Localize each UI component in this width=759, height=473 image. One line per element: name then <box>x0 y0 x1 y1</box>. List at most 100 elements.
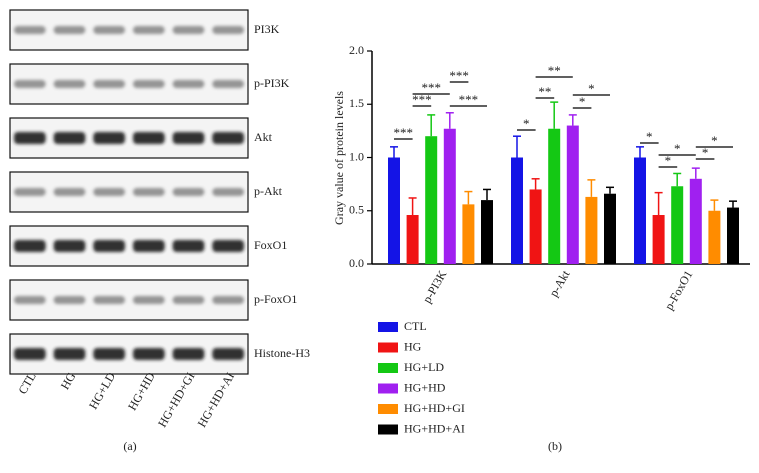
bar <box>566 125 579 264</box>
band <box>93 26 125 34</box>
protein-label: FoxO1 <box>254 238 287 252</box>
band <box>93 296 125 304</box>
significance-label: *** <box>449 68 469 83</box>
blot-box <box>9 63 249 105</box>
x-tick-label: p-Akt <box>546 267 572 299</box>
band <box>14 132 46 144</box>
significance-label: * <box>674 141 681 156</box>
band <box>93 132 125 144</box>
bar <box>652 215 665 264</box>
legend-swatch <box>378 383 398 394</box>
band <box>93 240 125 252</box>
band <box>212 348 244 360</box>
blot-box <box>9 225 249 267</box>
y-tick-label: 0.5 <box>349 203 364 217</box>
band <box>133 80 165 88</box>
band <box>172 80 205 88</box>
band <box>53 132 86 144</box>
significance-label: * <box>665 153 672 168</box>
band <box>172 296 205 304</box>
y-tick-label: 0.0 <box>349 256 364 270</box>
significance-label: * <box>702 145 709 160</box>
significance-label: *** <box>421 80 441 95</box>
significance-label: ** <box>548 63 561 78</box>
legend-swatch <box>378 424 398 435</box>
legend-swatch <box>378 404 398 414</box>
bar <box>604 193 616 264</box>
caption: (a) <box>123 439 136 453</box>
legend-swatch <box>378 342 398 353</box>
significance-label: *** <box>412 92 432 107</box>
protein-label: PI3K <box>254 22 280 36</box>
significance-label: ** <box>538 84 551 99</box>
significance-label: * <box>711 133 718 148</box>
band <box>172 132 205 144</box>
legend-swatch <box>378 363 398 373</box>
band <box>212 80 244 88</box>
protein-label: Akt <box>254 130 273 144</box>
band <box>212 188 244 196</box>
bar <box>511 157 523 264</box>
legend-label: HG+HD+GI <box>404 401 465 415</box>
legend-label: HG <box>404 339 422 353</box>
lane-label: HG+HD+GI <box>155 370 198 430</box>
lane-label: HG+HD <box>125 370 158 413</box>
significance-label: * <box>523 116 530 131</box>
blot-box <box>9 9 249 51</box>
bar <box>585 196 598 264</box>
band <box>172 240 205 252</box>
significance-label: *** <box>394 125 414 140</box>
bar <box>548 128 561 264</box>
bar <box>406 215 419 264</box>
band <box>14 348 46 360</box>
significance-label: * <box>646 129 653 144</box>
band <box>172 188 205 196</box>
y-tick-label: 1.0 <box>349 149 364 163</box>
bar <box>671 186 684 264</box>
bar <box>425 136 438 264</box>
band <box>212 296 244 304</box>
band <box>133 26 165 34</box>
blot-box <box>9 171 249 213</box>
significance-label: * <box>588 81 595 96</box>
band <box>14 296 46 304</box>
significance-label: *** <box>459 92 479 107</box>
blot-box <box>9 333 249 375</box>
bar <box>708 210 721 264</box>
band <box>14 26 46 34</box>
band <box>53 26 86 34</box>
bar <box>727 207 739 264</box>
x-tick-label: p-PI3K <box>420 268 450 306</box>
y-tick-label: 1.5 <box>349 96 364 110</box>
band <box>133 188 165 196</box>
legend-label: HG+HD+AI <box>404 421 465 435</box>
bar <box>443 128 456 264</box>
band <box>212 240 244 252</box>
legend-label: HG+HD <box>404 380 446 394</box>
band <box>133 348 165 360</box>
band <box>53 188 86 196</box>
band <box>93 80 125 88</box>
protein-label: Histone-H3 <box>254 346 310 360</box>
legend-label: CTL <box>404 319 427 333</box>
band <box>172 26 205 34</box>
band <box>53 240 86 252</box>
band <box>133 132 165 144</box>
band <box>14 188 46 196</box>
blot-box <box>9 117 249 159</box>
bar <box>529 189 542 264</box>
lane-label: HG+HD+AI <box>195 370 238 430</box>
bar <box>388 157 400 264</box>
lane-label: HG+LD <box>86 370 118 412</box>
y-tick-label: 2.0 <box>349 43 364 57</box>
band <box>14 80 46 88</box>
bar <box>481 200 493 264</box>
blot-box <box>9 279 249 321</box>
protein-label: p-FoxO1 <box>254 292 297 306</box>
legend-swatch <box>378 322 398 332</box>
band <box>53 80 86 88</box>
band <box>212 132 244 144</box>
bar <box>634 157 646 264</box>
band <box>14 240 46 252</box>
